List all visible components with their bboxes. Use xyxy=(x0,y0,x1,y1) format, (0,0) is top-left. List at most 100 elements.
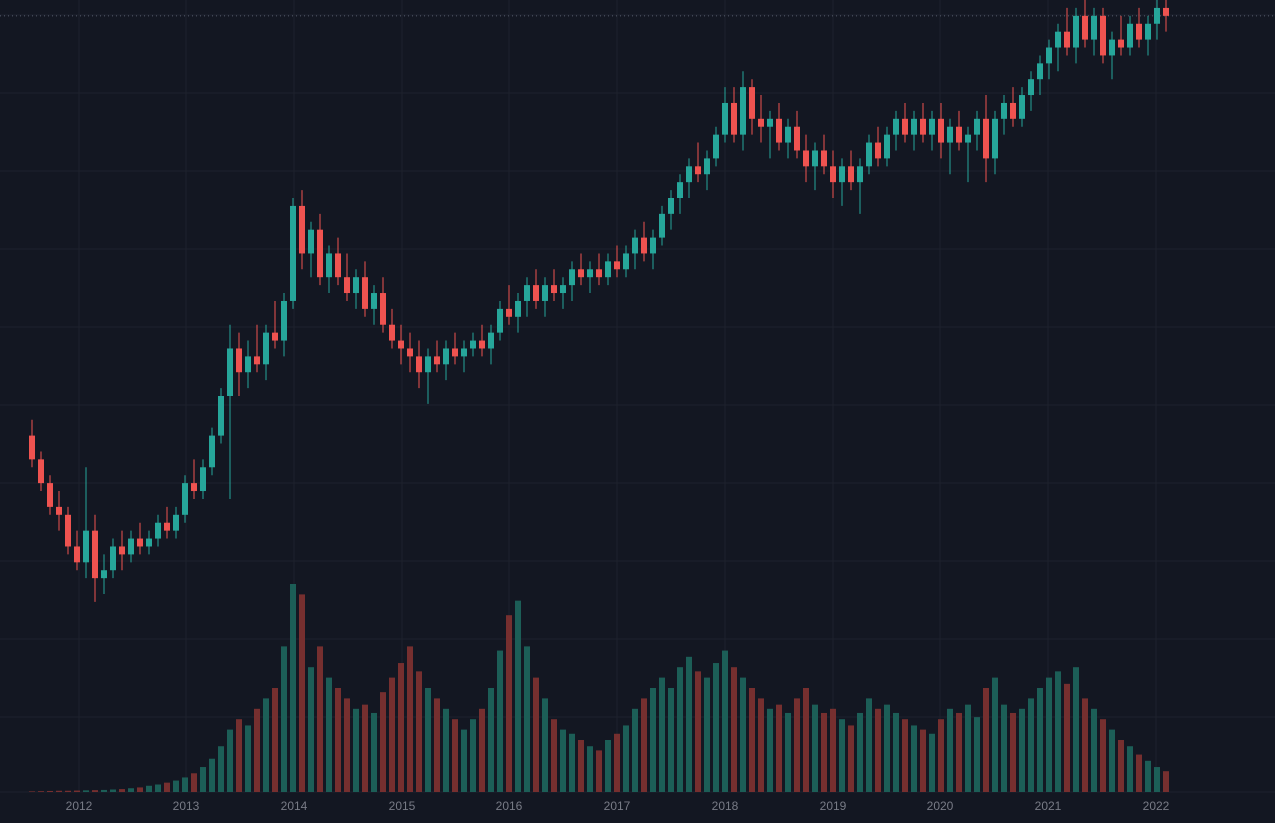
candle-body xyxy=(704,158,710,174)
volume-bar xyxy=(632,709,638,792)
candle-body xyxy=(272,333,278,341)
candle-body xyxy=(731,103,737,135)
x-axis-label: 2022 xyxy=(1143,799,1170,813)
candle-body xyxy=(335,253,341,277)
chart-svg[interactable]: 2012201320142015201620172018201920202021… xyxy=(0,0,1275,823)
volume-bar xyxy=(191,773,197,792)
volume-bar xyxy=(614,734,620,792)
volume-bar xyxy=(56,791,62,792)
volume-bar xyxy=(470,719,476,792)
candle-body xyxy=(416,356,422,372)
candle-body xyxy=(281,301,287,341)
candle-body xyxy=(119,546,125,554)
volume-bar xyxy=(1010,713,1016,792)
candle-body xyxy=(911,119,917,135)
volume-bar xyxy=(110,790,116,792)
candle-body xyxy=(92,531,98,579)
volume-bar xyxy=(542,698,548,792)
volume-bar xyxy=(902,719,908,792)
candle-body xyxy=(749,87,755,119)
candle-body xyxy=(1154,8,1160,24)
volume-bar xyxy=(281,646,287,792)
candle-body xyxy=(308,230,314,254)
volume-bar xyxy=(362,705,368,792)
candle-body xyxy=(677,182,683,198)
candle-body xyxy=(578,269,584,277)
volume-bar xyxy=(1100,719,1106,792)
candle-body xyxy=(929,119,935,135)
candle-body xyxy=(992,119,998,159)
candle-body xyxy=(47,483,53,507)
volume-bar xyxy=(1145,761,1151,792)
candle-body xyxy=(659,214,665,238)
candle-body xyxy=(776,119,782,143)
x-axis-label: 2016 xyxy=(496,799,523,813)
volume-bar xyxy=(128,788,134,792)
volume-bar xyxy=(200,767,206,792)
candle-body xyxy=(785,127,791,143)
volume-bar xyxy=(272,688,278,792)
candle-body xyxy=(443,348,449,364)
x-axis-label: 2017 xyxy=(604,799,631,813)
candlestick-chart[interactable]: 2012201320142015201620172018201920202021… xyxy=(0,0,1275,823)
volume-bar xyxy=(938,719,944,792)
candle-body xyxy=(812,150,818,166)
candle-body xyxy=(182,483,188,515)
candle-body xyxy=(155,523,161,539)
candle-body xyxy=(236,348,242,372)
volume-bar xyxy=(650,688,656,792)
candle-body xyxy=(623,253,629,269)
volume-bar xyxy=(911,725,917,792)
volume-bar xyxy=(1109,730,1115,792)
candle-body xyxy=(596,269,602,277)
candle-body xyxy=(560,285,566,293)
volume-bar xyxy=(155,785,161,792)
volume-bar xyxy=(74,791,80,792)
volume-bar xyxy=(83,790,89,792)
candle-body xyxy=(956,127,962,143)
volume-bar xyxy=(866,698,872,792)
volume-bar xyxy=(344,698,350,792)
volume-bar xyxy=(389,678,395,792)
volume-bar xyxy=(713,663,719,792)
candle-body xyxy=(884,135,890,159)
candle-body xyxy=(1037,63,1043,79)
volume-bar xyxy=(452,719,458,792)
candle-body xyxy=(713,135,719,159)
candle-body xyxy=(830,166,836,182)
candle-body xyxy=(794,127,800,151)
candle-body xyxy=(434,356,440,364)
volume-bar xyxy=(317,646,323,792)
candle-body xyxy=(209,436,215,468)
candle-body xyxy=(191,483,197,491)
volume-bar xyxy=(893,713,899,792)
candle-body xyxy=(488,333,494,349)
candle-body xyxy=(227,348,233,396)
candle-body xyxy=(245,356,251,372)
candle-body xyxy=(74,546,80,562)
candle-body xyxy=(947,127,953,143)
candle-body xyxy=(1019,95,1025,119)
volume-bar xyxy=(740,678,746,792)
volume-bar xyxy=(407,646,413,792)
candle-body xyxy=(1073,16,1079,48)
candle-body xyxy=(290,206,296,301)
volume-bar xyxy=(965,705,971,792)
volume-bar xyxy=(569,734,575,792)
candle-body xyxy=(803,150,809,166)
volume-bar xyxy=(398,663,404,792)
candle-body xyxy=(497,309,503,333)
candle-body xyxy=(1136,24,1142,40)
candle-body xyxy=(1145,24,1151,40)
candle-body xyxy=(875,143,881,159)
candle-body xyxy=(452,348,458,356)
volume-bar xyxy=(65,791,71,792)
candle-body xyxy=(974,119,980,135)
volume-bar xyxy=(1046,678,1052,792)
volume-bar xyxy=(380,692,386,792)
candle-body xyxy=(101,570,107,578)
candle-body xyxy=(551,285,557,293)
volume-bar xyxy=(1073,667,1079,792)
candle-body xyxy=(587,269,593,277)
candle-body xyxy=(218,396,224,436)
